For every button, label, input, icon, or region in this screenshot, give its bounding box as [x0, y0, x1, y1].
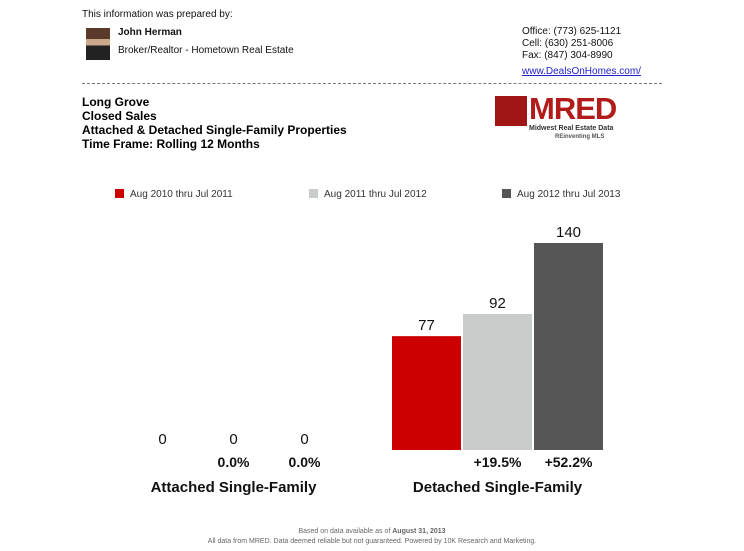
prepared-by-label: This information was prepared by:	[82, 9, 233, 20]
closed-sales-chart: Aug 2010 thru Jul 2011 Aug 2011 thru Jul …	[115, 189, 621, 496]
property-types: Attached & Detached Single-Family Proper…	[82, 123, 347, 137]
bar-value-label: 140	[556, 224, 581, 241]
report-heading: Long Grove Closed Sales Attached & Detac…	[82, 95, 347, 151]
footer-disclaimer: All data from MRED. Data deemed reliable…	[207, 538, 537, 545]
agent-title: Broker/Realtor - Hometown Real Estate	[118, 45, 294, 56]
logo-tagline: Midwest Real Estate Data	[529, 125, 614, 132]
divider	[82, 83, 662, 84]
logo-mark	[495, 96, 527, 126]
footer: Based on data available as of August 31,…	[0, 527, 744, 547]
logo-subtagline: REinventing MLS	[555, 134, 605, 140]
legend-swatch	[309, 189, 318, 198]
bar-value-label: 0	[158, 431, 166, 448]
category-label: Detached Single-Family	[413, 479, 583, 496]
location-title: Long Grove	[82, 95, 150, 109]
office-phone: Office: (773) 625-1121	[522, 26, 622, 37]
agent-photo	[86, 28, 110, 60]
legend-label: Aug 2011 thru Jul 2012	[324, 189, 427, 200]
bar-value-label: 77	[418, 317, 435, 334]
change-label: +19.5%	[474, 454, 522, 470]
legend-label: Aug 2010 thru Jul 2011	[130, 189, 233, 200]
fax-number: Fax: (847) 304-8990	[522, 50, 613, 61]
legend-label: Aug 2012 thru Jul 2013	[517, 189, 621, 200]
time-frame: Time Frame: Rolling 12 Months	[82, 137, 260, 151]
legend-swatch	[115, 189, 124, 198]
change-label: +52.2%	[545, 454, 593, 470]
category-label: Attached Single-Family	[151, 479, 318, 496]
footer-date: August 31, 2013	[392, 528, 446, 535]
website-link[interactable]: www.DealsOnHomes.com/	[522, 66, 641, 77]
mred-logo: MRED Midwest Real Estate Data REinventin…	[495, 91, 630, 142]
contact-info: Office: (773) 625-1121 Cell: (630) 251-8…	[522, 26, 621, 62]
bar-value-label: 0	[300, 431, 308, 448]
bar	[463, 313, 532, 450]
bar-value-label: 92	[489, 295, 506, 312]
footer-prefix: Based on data available as of	[298, 528, 393, 535]
bar	[392, 336, 461, 450]
logo-name: MRED	[529, 91, 617, 126]
cell-phone: Cell: (630) 251-8006	[522, 38, 614, 49]
change-label: 0.0%	[218, 454, 250, 470]
agent-name: John Herman	[118, 27, 182, 38]
change-label: 0.0%	[289, 454, 321, 470]
metric-title: Closed Sales	[82, 109, 157, 123]
legend-swatch	[502, 189, 511, 198]
bar-value-label: 0	[229, 431, 237, 448]
bar	[534, 243, 603, 450]
